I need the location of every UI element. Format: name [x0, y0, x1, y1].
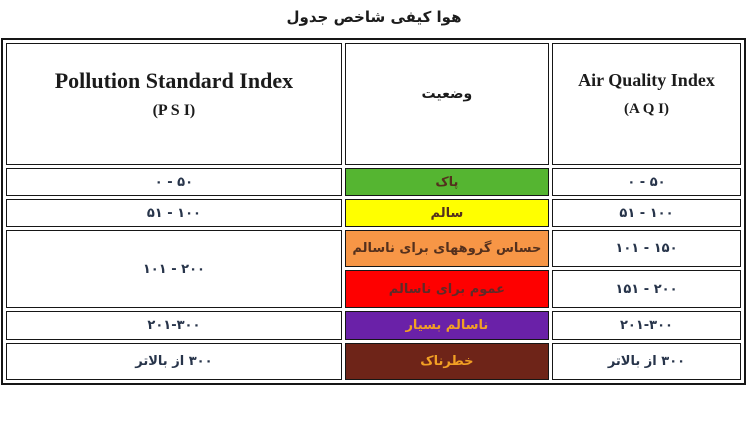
- status-cell-dangerous: خطرناک: [344, 343, 549, 380]
- status-cell-unhealthy-sensitive: ناسالم برای گروههای حساس: [344, 230, 549, 267]
- status-cell-clean: پاک: [344, 168, 549, 196]
- psi-range-cell: ۲۰۱-۳۰۰: [6, 311, 342, 340]
- row-unhealthy-sensitive: ۱۰۱ - ۲۰۰ ناسالم برای گروههای حساس ۱۰۱ -…: [6, 230, 741, 308]
- psi-range-cell: ۰ - ۵۰: [6, 168, 342, 196]
- row-very-unhealthy: ۲۰۱-۳۰۰ بسیار ناسالم ۲۰۱-۳۰۰: [6, 311, 741, 340]
- title-bar: جدول شاخص کیفی هوا: [0, 0, 748, 34]
- row-unhealthy-public: ناسالم برای عموم ۱۵۱ - ۲۰۰: [6, 270, 741, 308]
- status-cell-very-unhealthy: بسیار ناسالم: [344, 311, 549, 340]
- aqi-range-cell: ۱۰۱ - ۱۵۰: [551, 230, 741, 267]
- psi-header-abbr: (P S I): [152, 101, 196, 119]
- aqi-header-cell: Air Quality Index (A Q I): [551, 43, 741, 165]
- header-row: Pollution Standard Index (P S I) وضعیت A…: [6, 43, 741, 165]
- aqi-range-cell: ۲۰۱-۳۰۰: [551, 311, 741, 340]
- status-header-cell: وضعیت: [344, 43, 549, 165]
- psi-header-title: Pollution Standard Index: [54, 68, 294, 94]
- row-dangerous: بالاتر از ۳۰۰ خطرناک بالاتر از ۳۰۰: [6, 343, 741, 380]
- psi-header-cell: Pollution Standard Index (P S I): [6, 43, 342, 165]
- aqi-range-cell: ۵۱ - ۱۰۰: [551, 199, 741, 227]
- psi-range-cell: ۵۱ - ۱۰۰: [6, 199, 342, 227]
- psi-range-cell: بالاتر از ۳۰۰: [6, 343, 342, 380]
- aqi-header-title: Air Quality Index: [578, 70, 715, 91]
- row-healthy: ۵۱ - ۱۰۰ سالم ۵۱ - ۱۰۰: [6, 199, 741, 227]
- psi-range-cell-merged: ۱۰۱ - ۲۰۰: [6, 230, 342, 308]
- aqi-range-cell: بالاتر از ۳۰۰: [551, 343, 741, 380]
- page-title: جدول شاخص کیفی هوا: [286, 8, 462, 26]
- row-clean: ۰ - ۵۰ پاک ۰ - ۵۰: [6, 168, 741, 196]
- aqi-range-cell: ۱۵۱ - ۲۰۰: [551, 270, 741, 308]
- air-quality-table: Pollution Standard Index (P S I) وضعیت A…: [1, 38, 746, 385]
- aqi-header-abbr: (A Q I): [623, 100, 669, 117]
- status-cell-unhealthy-public: ناسالم برای عموم: [344, 270, 549, 308]
- status-cell-healthy: سالم: [344, 199, 549, 227]
- aqi-range-cell: ۰ - ۵۰: [551, 168, 741, 196]
- status-header-label: وضعیت: [421, 86, 473, 102]
